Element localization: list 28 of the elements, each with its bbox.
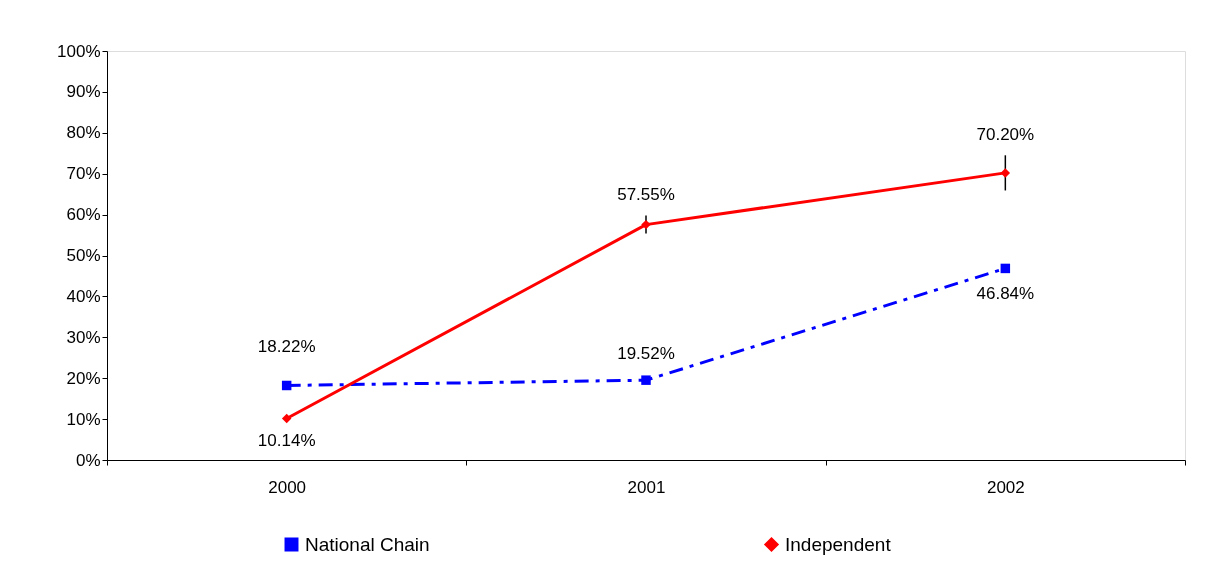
y-tick-label: 10% xyxy=(66,409,101,429)
point xyxy=(641,375,651,385)
point xyxy=(281,413,292,424)
y-tick-label: 80% xyxy=(66,123,101,143)
data-label: 70.20% xyxy=(976,124,1035,144)
y-tick-label: 60% xyxy=(66,205,101,225)
y-tick-label: 90% xyxy=(66,82,101,102)
legend-label: National Chain xyxy=(305,533,430,555)
data-label: 46.84% xyxy=(976,284,1035,304)
y-tick-label: 50% xyxy=(66,246,101,265)
legend-label: Independent xyxy=(785,533,892,555)
x-tick-label: 2002 xyxy=(986,477,1025,497)
data-label: 57.55% xyxy=(617,184,675,204)
point xyxy=(1000,168,1011,178)
data-label: 18.22% xyxy=(257,337,316,357)
point xyxy=(641,219,651,230)
point xyxy=(1000,263,1011,274)
y-tick-label: 20% xyxy=(66,368,101,388)
data-label: 19.52% xyxy=(617,344,675,364)
y-tick-label: 30% xyxy=(66,327,101,347)
point xyxy=(281,380,292,391)
x-tick-label: 2001 xyxy=(627,477,666,497)
y-tick-label: 40% xyxy=(66,286,101,306)
y-tick-label: 0% xyxy=(75,450,101,470)
data-label: 10.14% xyxy=(257,430,316,450)
y-tick-label: 100% xyxy=(57,41,101,61)
y-tick-label: 70% xyxy=(66,164,101,184)
x-tick-label: 2000 xyxy=(268,477,307,497)
